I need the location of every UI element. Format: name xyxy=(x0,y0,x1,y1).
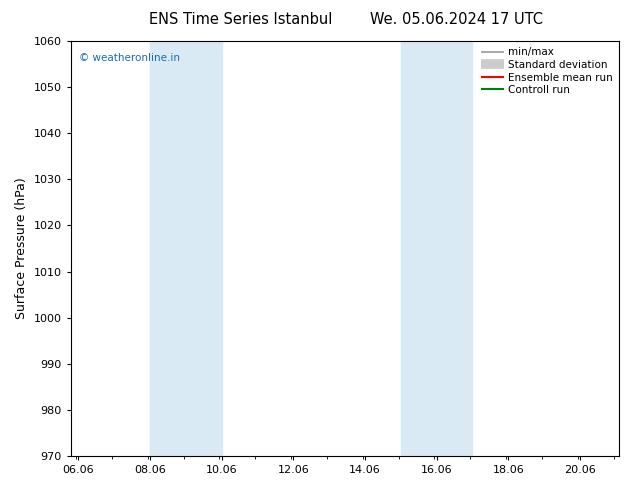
Text: © weatheronline.in: © weatheronline.in xyxy=(79,53,180,64)
Legend: min/max, Standard deviation, Ensemble mean run, Controll run: min/max, Standard deviation, Ensemble me… xyxy=(477,43,617,99)
Text: ENS Time Series Istanbul: ENS Time Series Istanbul xyxy=(149,12,333,27)
Y-axis label: Surface Pressure (hPa): Surface Pressure (hPa) xyxy=(15,178,28,319)
Bar xyxy=(401,41,472,456)
Text: We. 05.06.2024 17 UTC: We. 05.06.2024 17 UTC xyxy=(370,12,543,27)
Bar xyxy=(150,41,221,456)
